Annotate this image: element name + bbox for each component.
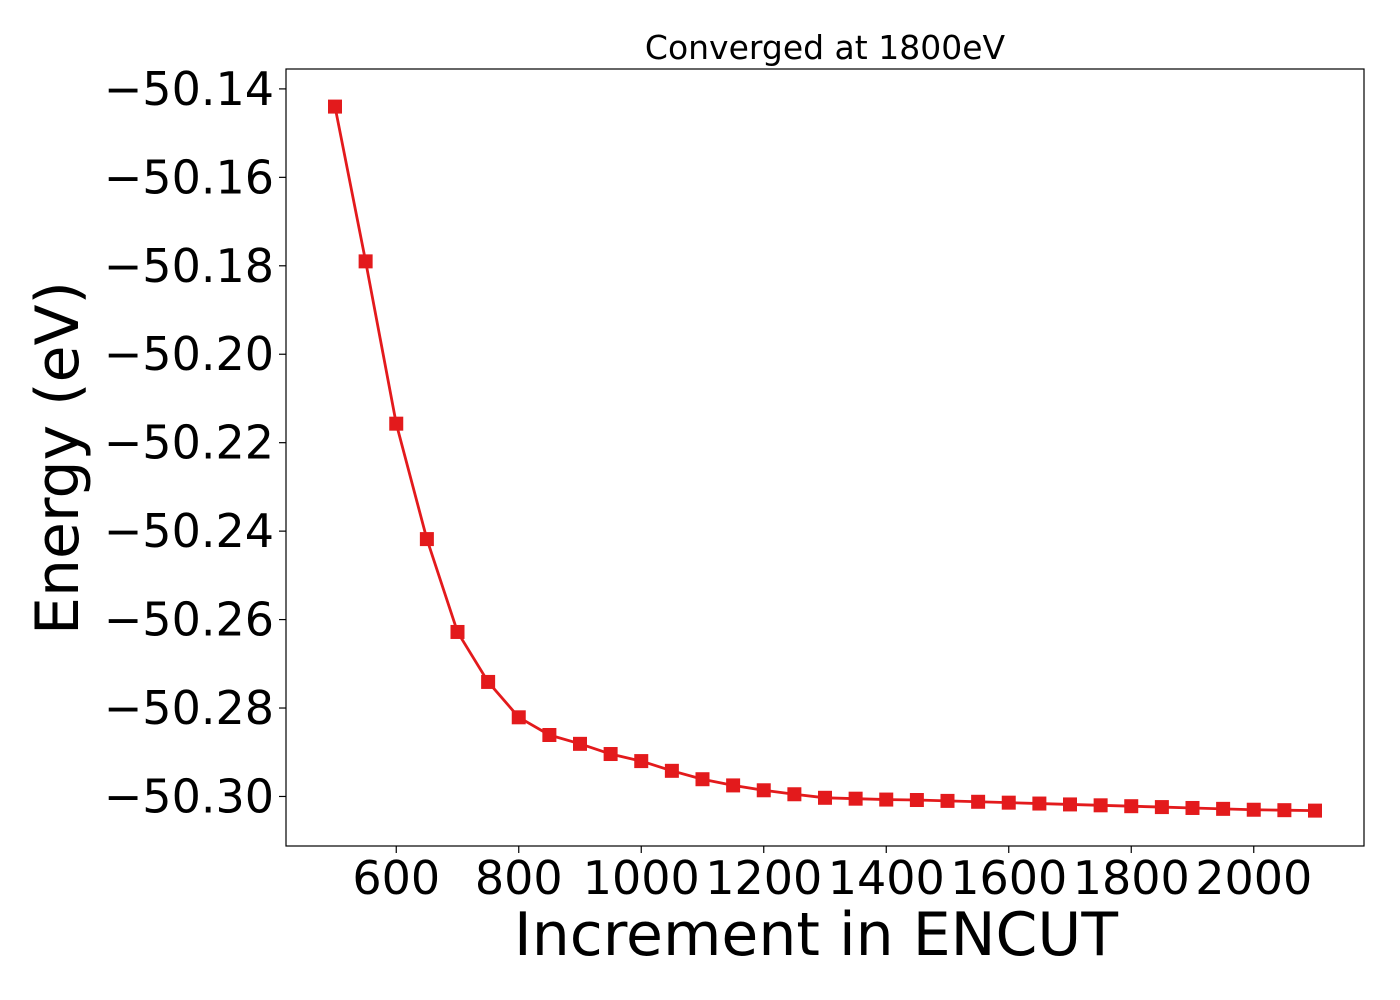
data-point-marker (1032, 796, 1047, 811)
y-tick-label: −50.14 (104, 62, 274, 116)
data-point-marker (542, 728, 557, 742)
data-point-marker (695, 772, 710, 787)
x-axis: 600 800 1000 1200 1400 1600 1800 2000 (352, 846, 1312, 905)
data-point-marker (450, 624, 465, 639)
chart-title: Converged at 1800eV (645, 28, 1006, 67)
data-point-marker (1246, 802, 1261, 817)
data-point-marker (1277, 803, 1292, 818)
y-tick-label: −50.22 (104, 416, 274, 470)
data-point-marker (940, 793, 955, 808)
data-point-marker (634, 754, 649, 769)
data-point-marker (573, 736, 587, 751)
data-point-marker (481, 674, 496, 689)
data-point-marker (971, 794, 986, 809)
y-axis-title: Energy (eV) (23, 281, 93, 635)
data-point-marker (1124, 799, 1139, 814)
data-point-marker (1308, 803, 1322, 818)
y-tick-label: −50.26 (104, 593, 274, 647)
data-point-marker (358, 254, 373, 269)
x-axis-title: Increment in ENCUT (514, 900, 1118, 970)
x-tick-label: 800 (475, 851, 563, 905)
data-point-marker (1185, 800, 1200, 815)
data-point-marker (848, 791, 863, 806)
y-tick-label: −50.28 (104, 681, 274, 735)
x-tick-label: 1800 (1073, 851, 1190, 905)
x-tick-label: 2000 (1195, 851, 1312, 905)
data-point-marker (511, 710, 526, 725)
y-axis: −50.14 −50.16 −50.18 −50.20 −50.22 −50.24 −50.… (104, 62, 286, 823)
x-tick-label: 1600 (950, 851, 1067, 905)
data-point-marker (328, 99, 342, 114)
data-point-marker (756, 783, 771, 798)
x-tick-label: 600 (352, 851, 440, 905)
data-point-marker (1093, 798, 1108, 813)
x-tick-label: 1400 (828, 851, 945, 905)
data-point-marker (419, 532, 434, 547)
data-point-marker (664, 763, 679, 778)
data-point-marker (1154, 800, 1169, 815)
data-point-marker (909, 793, 924, 808)
x-tick-label: 1200 (705, 851, 822, 905)
data-point-marker (726, 778, 741, 793)
y-tick-label: −50.16 (104, 150, 274, 204)
data-point-marker (1063, 797, 1077, 812)
data-point-marker (603, 747, 618, 762)
y-tick-label: −50.30 (104, 769, 274, 823)
data-point-marker (1001, 795, 1016, 810)
x-tick-label: 1000 (583, 851, 700, 905)
series-line (333, 106, 1316, 813)
data-point-marker (1216, 801, 1231, 816)
data-point-marker (818, 790, 832, 805)
data-point-marker (879, 792, 894, 807)
data-point-marker (787, 787, 802, 802)
plot-area-frame (285, 68, 1365, 847)
plot-series (328, 99, 1322, 818)
y-tick-label: −50.20 (104, 327, 274, 381)
data-point-marker (389, 416, 404, 431)
y-tick-label: −50.24 (104, 504, 274, 558)
y-tick-label: −50.18 (104, 239, 274, 293)
